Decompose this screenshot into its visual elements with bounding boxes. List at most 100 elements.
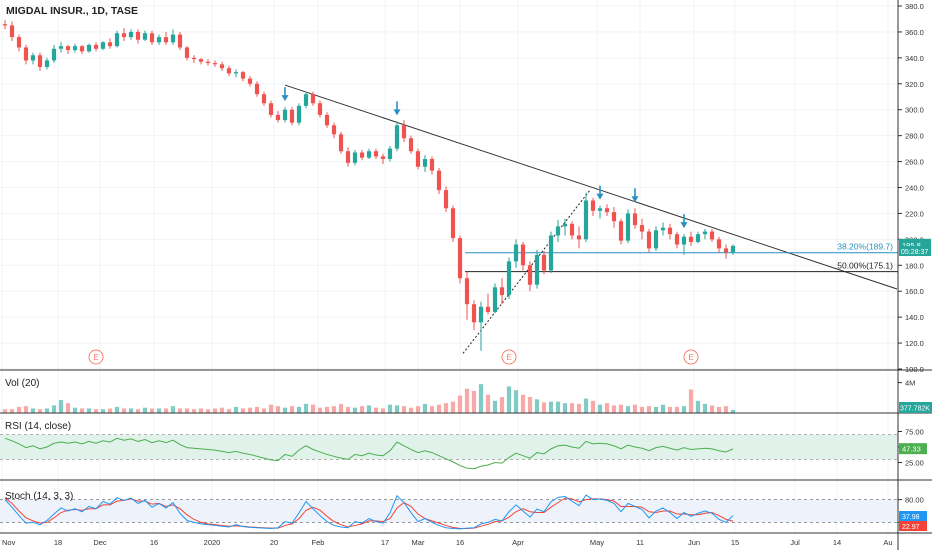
candle[interactable]: [338, 131, 344, 154]
stochastic-pane[interactable]: [0, 494, 898, 530]
candle[interactable]: [681, 234, 687, 255]
volume-bar[interactable]: [569, 403, 575, 413]
volume-bar[interactable]: [121, 408, 127, 413]
swing-high-arrow-icon[interactable]: [680, 214, 688, 229]
candle[interactable]: [268, 100, 274, 118]
candle[interactable]: [324, 112, 330, 128]
swing-high-arrow-icon[interactable]: [631, 188, 639, 203]
volume-bar[interactable]: [695, 400, 701, 413]
volume-bar[interactable]: [590, 400, 596, 413]
rsi-line[interactable]: [4, 437, 734, 470]
volume-bar[interactable]: [310, 404, 316, 413]
volume-bar[interactable]: [16, 406, 22, 413]
candle[interactable]: [520, 241, 526, 271]
volume-bar[interactable]: [268, 404, 274, 413]
candle[interactable]: [205, 59, 211, 66]
candle[interactable]: [163, 31, 169, 45]
candle[interactable]: [569, 221, 575, 240]
candle[interactable]: [2, 20, 8, 30]
volume-bar[interactable]: [443, 403, 449, 413]
volume-bar[interactable]: [93, 409, 99, 413]
volume-bar[interactable]: [324, 406, 330, 413]
candle[interactable]: [702, 228, 708, 240]
candle[interactable]: [128, 29, 134, 40]
volume-bar[interactable]: [240, 408, 246, 413]
volume-bar[interactable]: [359, 406, 365, 413]
candle[interactable]: [541, 251, 547, 275]
candle[interactable]: [233, 69, 239, 78]
volume-bar[interactable]: [317, 407, 323, 413]
rsi-pane[interactable]: [0, 434, 898, 470]
volume-bar[interactable]: [275, 406, 281, 413]
candle[interactable]: [177, 31, 183, 51]
volume-bar[interactable]: [191, 409, 197, 413]
candle[interactable]: [695, 231, 701, 244]
volume-bar[interactable]: [625, 406, 631, 413]
candle[interactable]: [191, 55, 197, 64]
candle[interactable]: [527, 261, 533, 292]
candle[interactable]: [51, 44, 57, 64]
candle[interactable]: [562, 218, 568, 236]
price-pane[interactable]: 38.20%(189.7) 50.00%(175.1) E E E: [2, 20, 898, 365]
candle[interactable]: [380, 153, 386, 165]
volume-bar[interactable]: [142, 407, 148, 413]
volume-bar[interactable]: [156, 408, 162, 413]
volume-bar[interactable]: [394, 405, 400, 413]
candle[interactable]: [401, 120, 407, 143]
candle[interactable]: [555, 219, 561, 242]
volume-bar[interactable]: [44, 408, 50, 413]
volume-bar[interactable]: [198, 408, 204, 413]
candle[interactable]: [688, 231, 694, 246]
volume-bar[interactable]: [37, 409, 43, 413]
volume-bar[interactable]: [618, 404, 624, 413]
candle[interactable]: [100, 41, 106, 51]
volume-bar[interactable]: [170, 406, 176, 413]
candle[interactable]: [450, 205, 456, 242]
volume-bar[interactable]: [387, 404, 393, 413]
volume-bar[interactable]: [702, 403, 708, 413]
candle[interactable]: [548, 231, 554, 274]
candle[interactable]: [653, 226, 659, 252]
volume-bar[interactable]: [716, 406, 722, 413]
volume-bar[interactable]: [261, 408, 267, 413]
volume-bar[interactable]: [632, 404, 638, 413]
earnings-marker-icon[interactable]: E: [501, 349, 517, 365]
volume-bar[interactable]: [212, 408, 218, 413]
volume-bar[interactable]: [30, 408, 36, 413]
candle[interactable]: [618, 218, 624, 245]
candle[interactable]: [583, 192, 589, 242]
volume-bar[interactable]: [380, 408, 386, 413]
candle[interactable]: [366, 148, 372, 159]
candle[interactable]: [709, 228, 715, 242]
stoch-k-line[interactable]: [4, 494, 734, 530]
candle[interactable]: [198, 57, 204, 65]
volume-bar[interactable]: [534, 399, 540, 413]
volume-bar[interactable]: [562, 403, 568, 413]
candle[interactable]: [149, 30, 155, 45]
volume-bar[interactable]: [723, 406, 729, 413]
candle[interactable]: [9, 21, 15, 42]
volume-bar[interactable]: [527, 397, 533, 413]
candle[interactable]: [282, 107, 288, 123]
candle[interactable]: [429, 156, 435, 175]
swing-high-arrow-icon[interactable]: [393, 101, 401, 116]
volume-bar[interactable]: [667, 406, 673, 413]
candle[interactable]: [387, 146, 393, 162]
candle[interactable]: [408, 135, 414, 154]
volume-bar[interactable]: [415, 406, 421, 413]
candle[interactable]: [506, 257, 512, 299]
candle[interactable]: [107, 38, 113, 49]
candle[interactable]: [247, 76, 253, 87]
candle[interactable]: [457, 235, 463, 284]
candle[interactable]: [310, 91, 316, 106]
candle[interactable]: [373, 148, 379, 159]
candle[interactable]: [359, 149, 365, 161]
volume-bar[interactable]: [730, 409, 736, 413]
candle[interactable]: [443, 186, 449, 213]
candle[interactable]: [79, 44, 85, 54]
candle[interactable]: [331, 122, 337, 139]
volume-bar[interactable]: [296, 406, 302, 413]
candle[interactable]: [296, 103, 302, 126]
candle[interactable]: [674, 231, 680, 249]
volume-bar[interactable]: [233, 406, 239, 413]
